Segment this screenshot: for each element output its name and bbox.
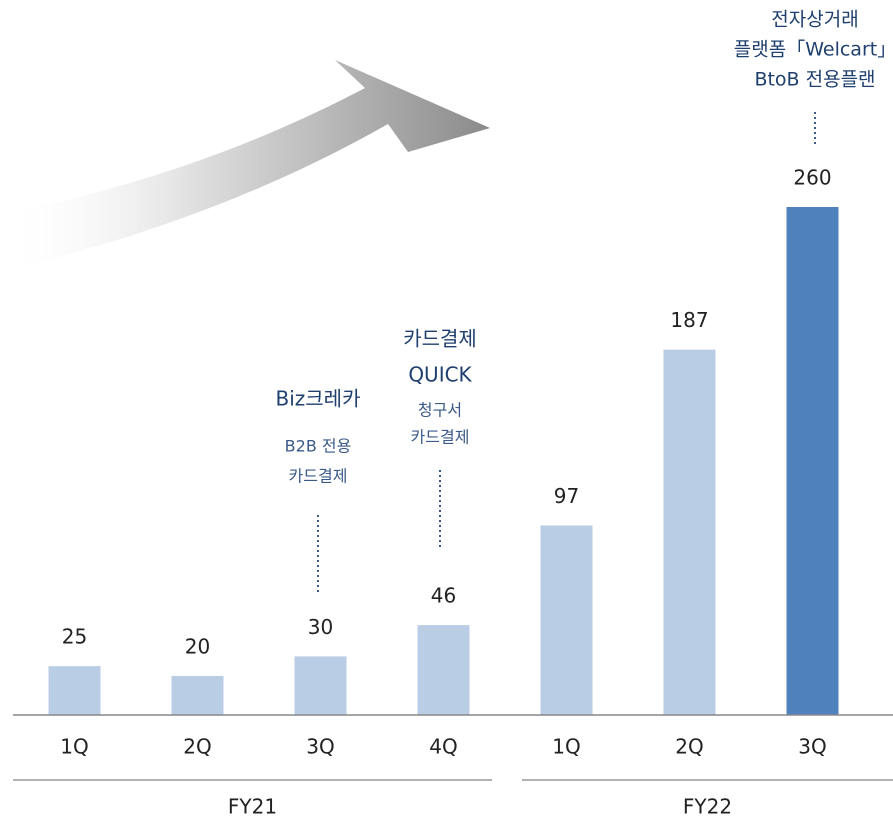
annotation-text: BtoB 전용플랜 [754, 69, 875, 91]
x-tick-label: 2Q [183, 735, 211, 759]
growth-arrow [0, 60, 490, 272]
bar [171, 675, 224, 715]
group-label: FY21 [228, 795, 277, 819]
value-label: 25 [62, 625, 87, 649]
value-label: 260 [793, 166, 831, 190]
annotation-text: 전자상거래 [771, 9, 858, 31]
annotation-text: 청구서 [418, 401, 462, 420]
annotation-text: QUICK [408, 363, 472, 387]
x-tick-label: 4Q [429, 735, 457, 759]
bar [48, 666, 101, 715]
value-label: 20 [185, 634, 210, 658]
group-label: FY22 [683, 795, 732, 819]
bar [294, 656, 347, 715]
annotation-text: B2B 전용 [285, 437, 352, 456]
annotation-text: 카드결제 [411, 428, 470, 447]
annotation-text: Biz크레카 [276, 387, 361, 411]
x-tick-label: 3Q [798, 735, 826, 759]
value-label: 30 [308, 615, 333, 639]
bar [417, 625, 470, 715]
annotation-text: 카드결제 [403, 327, 477, 351]
annotation-text: 플랫폼「Welcart」 [734, 39, 893, 61]
value-label: 46 [431, 584, 456, 608]
bar [663, 349, 716, 715]
x-tick-label: 3Q [306, 735, 334, 759]
value-label: 97 [554, 484, 579, 508]
value-label: 187 [670, 308, 708, 332]
x-tick-label: 2Q [675, 735, 703, 759]
bar [786, 207, 839, 715]
bar [540, 525, 593, 715]
x-tick-label: 1Q [60, 735, 88, 759]
annotation-text: 카드결제 [289, 467, 348, 486]
x-tick-label: 1Q [552, 735, 580, 759]
